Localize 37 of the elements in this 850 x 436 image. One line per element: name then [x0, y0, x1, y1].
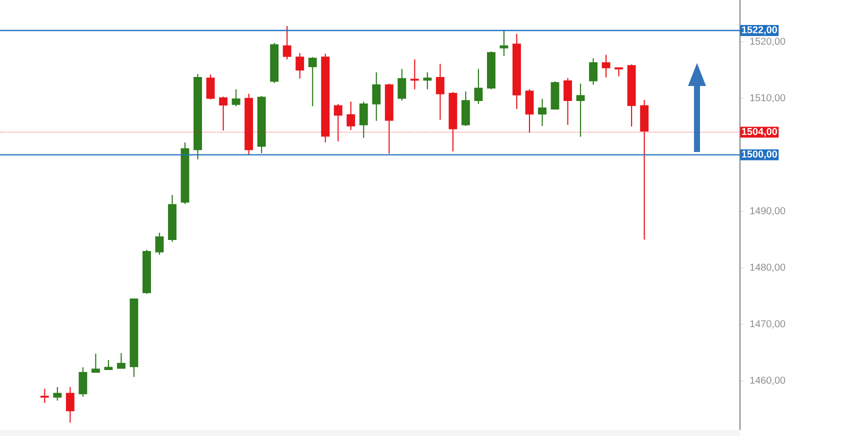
candlestick — [436, 63, 444, 120]
ref-line-label: 1500,00 — [742, 150, 778, 160]
candlestick — [564, 77, 572, 126]
candlestick — [206, 74, 215, 100]
ref-line-label: 1504,00 — [742, 128, 778, 136]
candlestick — [474, 68, 483, 105]
candlestick — [232, 88, 240, 107]
y-tick-label: 1470,00 — [750, 320, 786, 328]
candlestick — [104, 359, 113, 370]
y-tick-label: 1520,00 — [750, 38, 786, 46]
y-tick-label: 1490,00 — [750, 207, 786, 216]
candlestick — [116, 352, 126, 369]
candlestick — [308, 56, 317, 107]
candlestick — [589, 58, 598, 86]
candlestick — [372, 72, 381, 122]
ref-line-label: 1522,00 — [742, 26, 778, 35]
candlestick — [91, 353, 100, 373]
y-tick-label: 1460,00 — [750, 376, 786, 385]
candlestick — [410, 58, 419, 90]
candlestick — [500, 29, 508, 56]
candlestick — [614, 67, 624, 77]
y-tick-label: 1510,00 — [750, 94, 786, 102]
candlestick — [346, 101, 356, 131]
candlestick — [398, 68, 406, 102]
candlestick — [53, 386, 62, 402]
candlestick — [576, 83, 585, 138]
candlestick — [40, 388, 49, 404]
candlestick — [78, 366, 88, 398]
candlestick — [296, 52, 304, 80]
y-tick-label: 1480,00 — [750, 264, 786, 272]
candlestick — [359, 101, 368, 138]
candlestick — [423, 72, 432, 90]
candlestick — [282, 25, 292, 60]
candlestick — [538, 98, 546, 127]
candlestick — [66, 386, 74, 424]
candlestick — [602, 54, 610, 78]
candlestick — [155, 232, 164, 256]
